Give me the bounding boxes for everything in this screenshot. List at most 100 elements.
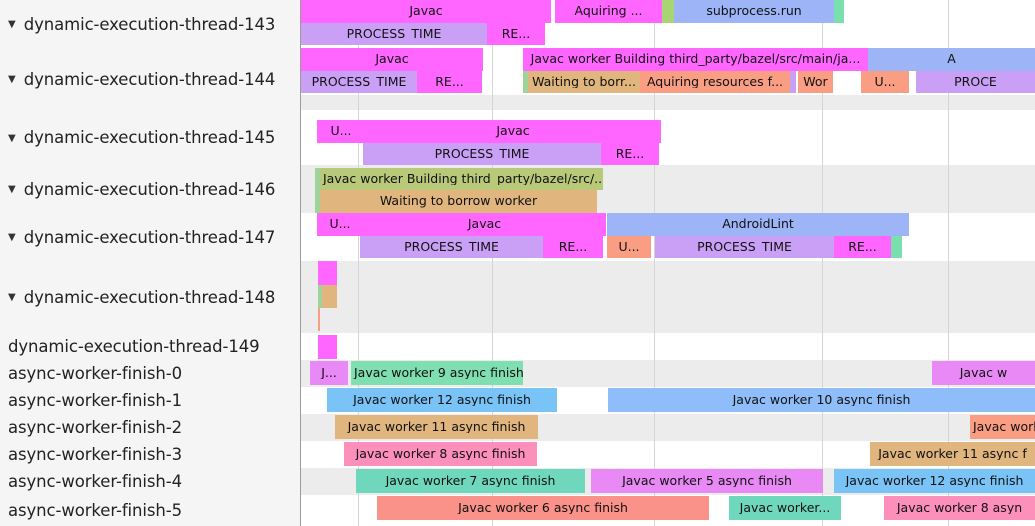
trace-span-label: PROCESS_TIME bbox=[346, 27, 442, 41]
trace-span[interactable]: Aquiring resources f... bbox=[640, 71, 790, 93]
trace-span[interactable]: Javac worker 11 async f bbox=[870, 442, 1035, 466]
trace-span[interactable]: Javac worker 9 async finish bbox=[351, 361, 523, 385]
trace-span[interactable] bbox=[834, 0, 844, 23]
trace-span[interactable]: Javac worker... bbox=[729, 496, 841, 520]
trace-span[interactable]: U... bbox=[861, 71, 909, 93]
chevron-down-icon[interactable]: ▼ bbox=[8, 74, 16, 85]
trace-span-label: Javac worker 5 async finish bbox=[622, 474, 792, 488]
timeline-gridline bbox=[948, 0, 949, 526]
track-label-async-worker-finish-0[interactable]: async-worker-finish-0 bbox=[0, 360, 301, 387]
trace-span-label: Javac worker 7 async finish bbox=[385, 474, 556, 488]
timeline-canvas[interactable]: Javac Aquiring ... subprocess.run PROCESS_T… bbox=[301, 0, 1035, 526]
track-label-dynamic-execution-thread-147[interactable]: ▼ dynamic-execution-thread-147 bbox=[0, 213, 301, 261]
trace-span[interactable]: U... bbox=[317, 120, 365, 143]
timeline-gridline bbox=[654, 0, 655, 526]
trace-span-label: Javac bbox=[496, 125, 530, 138]
trace-span[interactable] bbox=[790, 71, 796, 93]
trace-span[interactable] bbox=[318, 261, 337, 285]
trace-span[interactable]: Javac worker 12 async finish bbox=[327, 388, 557, 412]
trace-span[interactable] bbox=[322, 285, 337, 308]
trace-span[interactable]: Javac worker 6 async finish bbox=[377, 496, 709, 520]
track-label-text: async-worker-finish-5 bbox=[8, 501, 182, 520]
trace-span[interactable]: PROCESS_TIME bbox=[301, 71, 417, 93]
trace-span[interactable] bbox=[318, 335, 337, 359]
trace-span[interactable]: PROCESS_TIME bbox=[363, 143, 601, 165]
trace-span[interactable] bbox=[662, 0, 674, 23]
trace-span[interactable]: RE... bbox=[417, 71, 482, 93]
trace-span[interactable]: Javac worker Building third_party/bazel/… bbox=[320, 168, 603, 190]
trace-span-label: U... bbox=[874, 75, 896, 89]
trace-span[interactable]: Javac worker 10 async finish bbox=[608, 388, 1035, 412]
trace-span[interactable]: Javac worker 12 async finish bbox=[834, 469, 1035, 493]
trace-span[interactable]: PROCE bbox=[916, 71, 1035, 93]
trace-span[interactable] bbox=[315, 168, 320, 190]
trace-span[interactable]: AndroidLint bbox=[607, 213, 909, 236]
trace-span[interactable]: Waiting to borrow worker bbox=[320, 190, 597, 213]
trace-span[interactable]: J... bbox=[310, 361, 348, 385]
chevron-down-icon[interactable]: ▼ bbox=[8, 292, 16, 303]
trace-span-label: A bbox=[947, 53, 956, 66]
trace-span[interactable]: Javac w bbox=[932, 361, 1035, 385]
track-label-dynamic-execution-thread-149[interactable]: dynamic-execution-thread-149 bbox=[0, 333, 301, 360]
trace-span[interactable]: Javac bbox=[301, 48, 483, 71]
track-label-dynamic-execution-thread-145[interactable]: ▼ dynamic-execution-thread-145 bbox=[0, 110, 301, 165]
trace-span[interactable]: RE... bbox=[834, 236, 891, 258]
chevron-down-icon[interactable]: ▼ bbox=[8, 184, 16, 195]
trace-span-label: Javac worker 6 async finish bbox=[458, 501, 628, 515]
trace-span[interactable]: PROCESS_TIME bbox=[301, 23, 487, 45]
track-label-dynamic-execution-thread-144[interactable]: ▼ dynamic-execution-thread-144 bbox=[0, 48, 301, 110]
track-label-async-worker-finish-3[interactable]: async-worker-finish-3 bbox=[0, 441, 301, 468]
trace-span-label: PROCESS_TIME bbox=[697, 240, 792, 254]
trace-span[interactable] bbox=[318, 285, 322, 308]
track-label-async-worker-finish-4[interactable]: async-worker-finish-4 bbox=[0, 468, 301, 495]
track-label-dynamic-execution-thread-148[interactable]: ▼ dynamic-execution-thread-148 bbox=[0, 261, 301, 333]
trace-span-label: Javac worke bbox=[973, 420, 1035, 434]
trace-span[interactable]: RE... bbox=[487, 23, 545, 45]
track-label-dynamic-execution-thread-146[interactable]: ▼ dynamic-execution-thread-146 bbox=[0, 165, 301, 213]
track-label-text: dynamic-execution-thread-147 bbox=[23, 227, 276, 247]
trace-span[interactable] bbox=[891, 236, 902, 258]
chevron-down-icon[interactable]: ▼ bbox=[8, 232, 16, 243]
trace-span[interactable]: Javac worker 7 async finish bbox=[356, 469, 585, 493]
trace-span-label: PROCE bbox=[954, 75, 997, 89]
trace-span-label: PROCESS_TIME bbox=[311, 75, 407, 89]
track-background-band bbox=[301, 261, 1035, 333]
trace-span[interactable] bbox=[523, 71, 528, 93]
trace-span[interactable]: Javac bbox=[301, 0, 551, 23]
trace-span[interactable]: U... bbox=[607, 236, 651, 258]
trace-span-label: Javac bbox=[375, 53, 409, 66]
timeline-gridline bbox=[358, 0, 359, 526]
chevron-down-icon[interactable]: ▼ bbox=[8, 132, 16, 144]
trace-span-label: Javac worker Building third_party/bazel/… bbox=[323, 172, 603, 186]
trace-span-label: U... bbox=[330, 125, 352, 138]
track-label-dynamic-execution-thread-143[interactable]: ▼ dynamic-execution-thread-143 bbox=[0, 0, 301, 48]
trace-span[interactable]: Javac worke bbox=[970, 415, 1035, 439]
trace-span[interactable]: subprocess.run bbox=[674, 0, 834, 23]
trace-span[interactable]: Aquiring ... bbox=[555, 0, 662, 23]
trace-span[interactable]: Wor bbox=[798, 71, 833, 93]
trace-span[interactable]: Javac worker 5 async finish bbox=[591, 469, 823, 493]
track-label-text: async-worker-finish-0 bbox=[8, 364, 182, 383]
trace-span[interactable]: RE... bbox=[601, 143, 659, 165]
trace-span[interactable]: RE... bbox=[543, 236, 603, 258]
track-label-async-worker-finish-2[interactable]: async-worker-finish-2 bbox=[0, 414, 301, 441]
trace-span[interactable] bbox=[318, 308, 320, 331]
trace-span[interactable]: PROCESS_TIME bbox=[360, 236, 543, 258]
trace-span[interactable]: Javac worker 11 async finish bbox=[335, 415, 538, 439]
trace-span[interactable]: U... bbox=[317, 213, 363, 236]
chevron-down-icon[interactable]: ▼ bbox=[8, 19, 16, 30]
track-label-async-worker-finish-5[interactable]: async-worker-finish-5 bbox=[0, 495, 301, 526]
trace-span[interactable]: Javac worker Building third_party/bazel/… bbox=[523, 48, 868, 71]
trace-span[interactable]: Javac worker 8 async finish bbox=[344, 442, 537, 466]
trace-span[interactable]: Waiting to borr... bbox=[528, 71, 640, 93]
trace-span[interactable]: Javac bbox=[363, 213, 606, 236]
trace-span[interactable] bbox=[315, 190, 320, 213]
track-label-text: async-worker-finish-3 bbox=[8, 445, 182, 464]
track-label-text: dynamic-execution-thread-145 bbox=[23, 128, 276, 147]
trace-span-label: subprocess.run bbox=[706, 5, 802, 18]
trace-span[interactable]: Javac worker 8 asyn bbox=[884, 496, 1035, 520]
track-label-async-worker-finish-1[interactable]: async-worker-finish-1 bbox=[0, 387, 301, 414]
trace-span[interactable]: PROCESS_TIME bbox=[655, 236, 834, 258]
trace-span[interactable]: Javac bbox=[365, 120, 661, 143]
trace-span[interactable]: A bbox=[868, 48, 1035, 71]
